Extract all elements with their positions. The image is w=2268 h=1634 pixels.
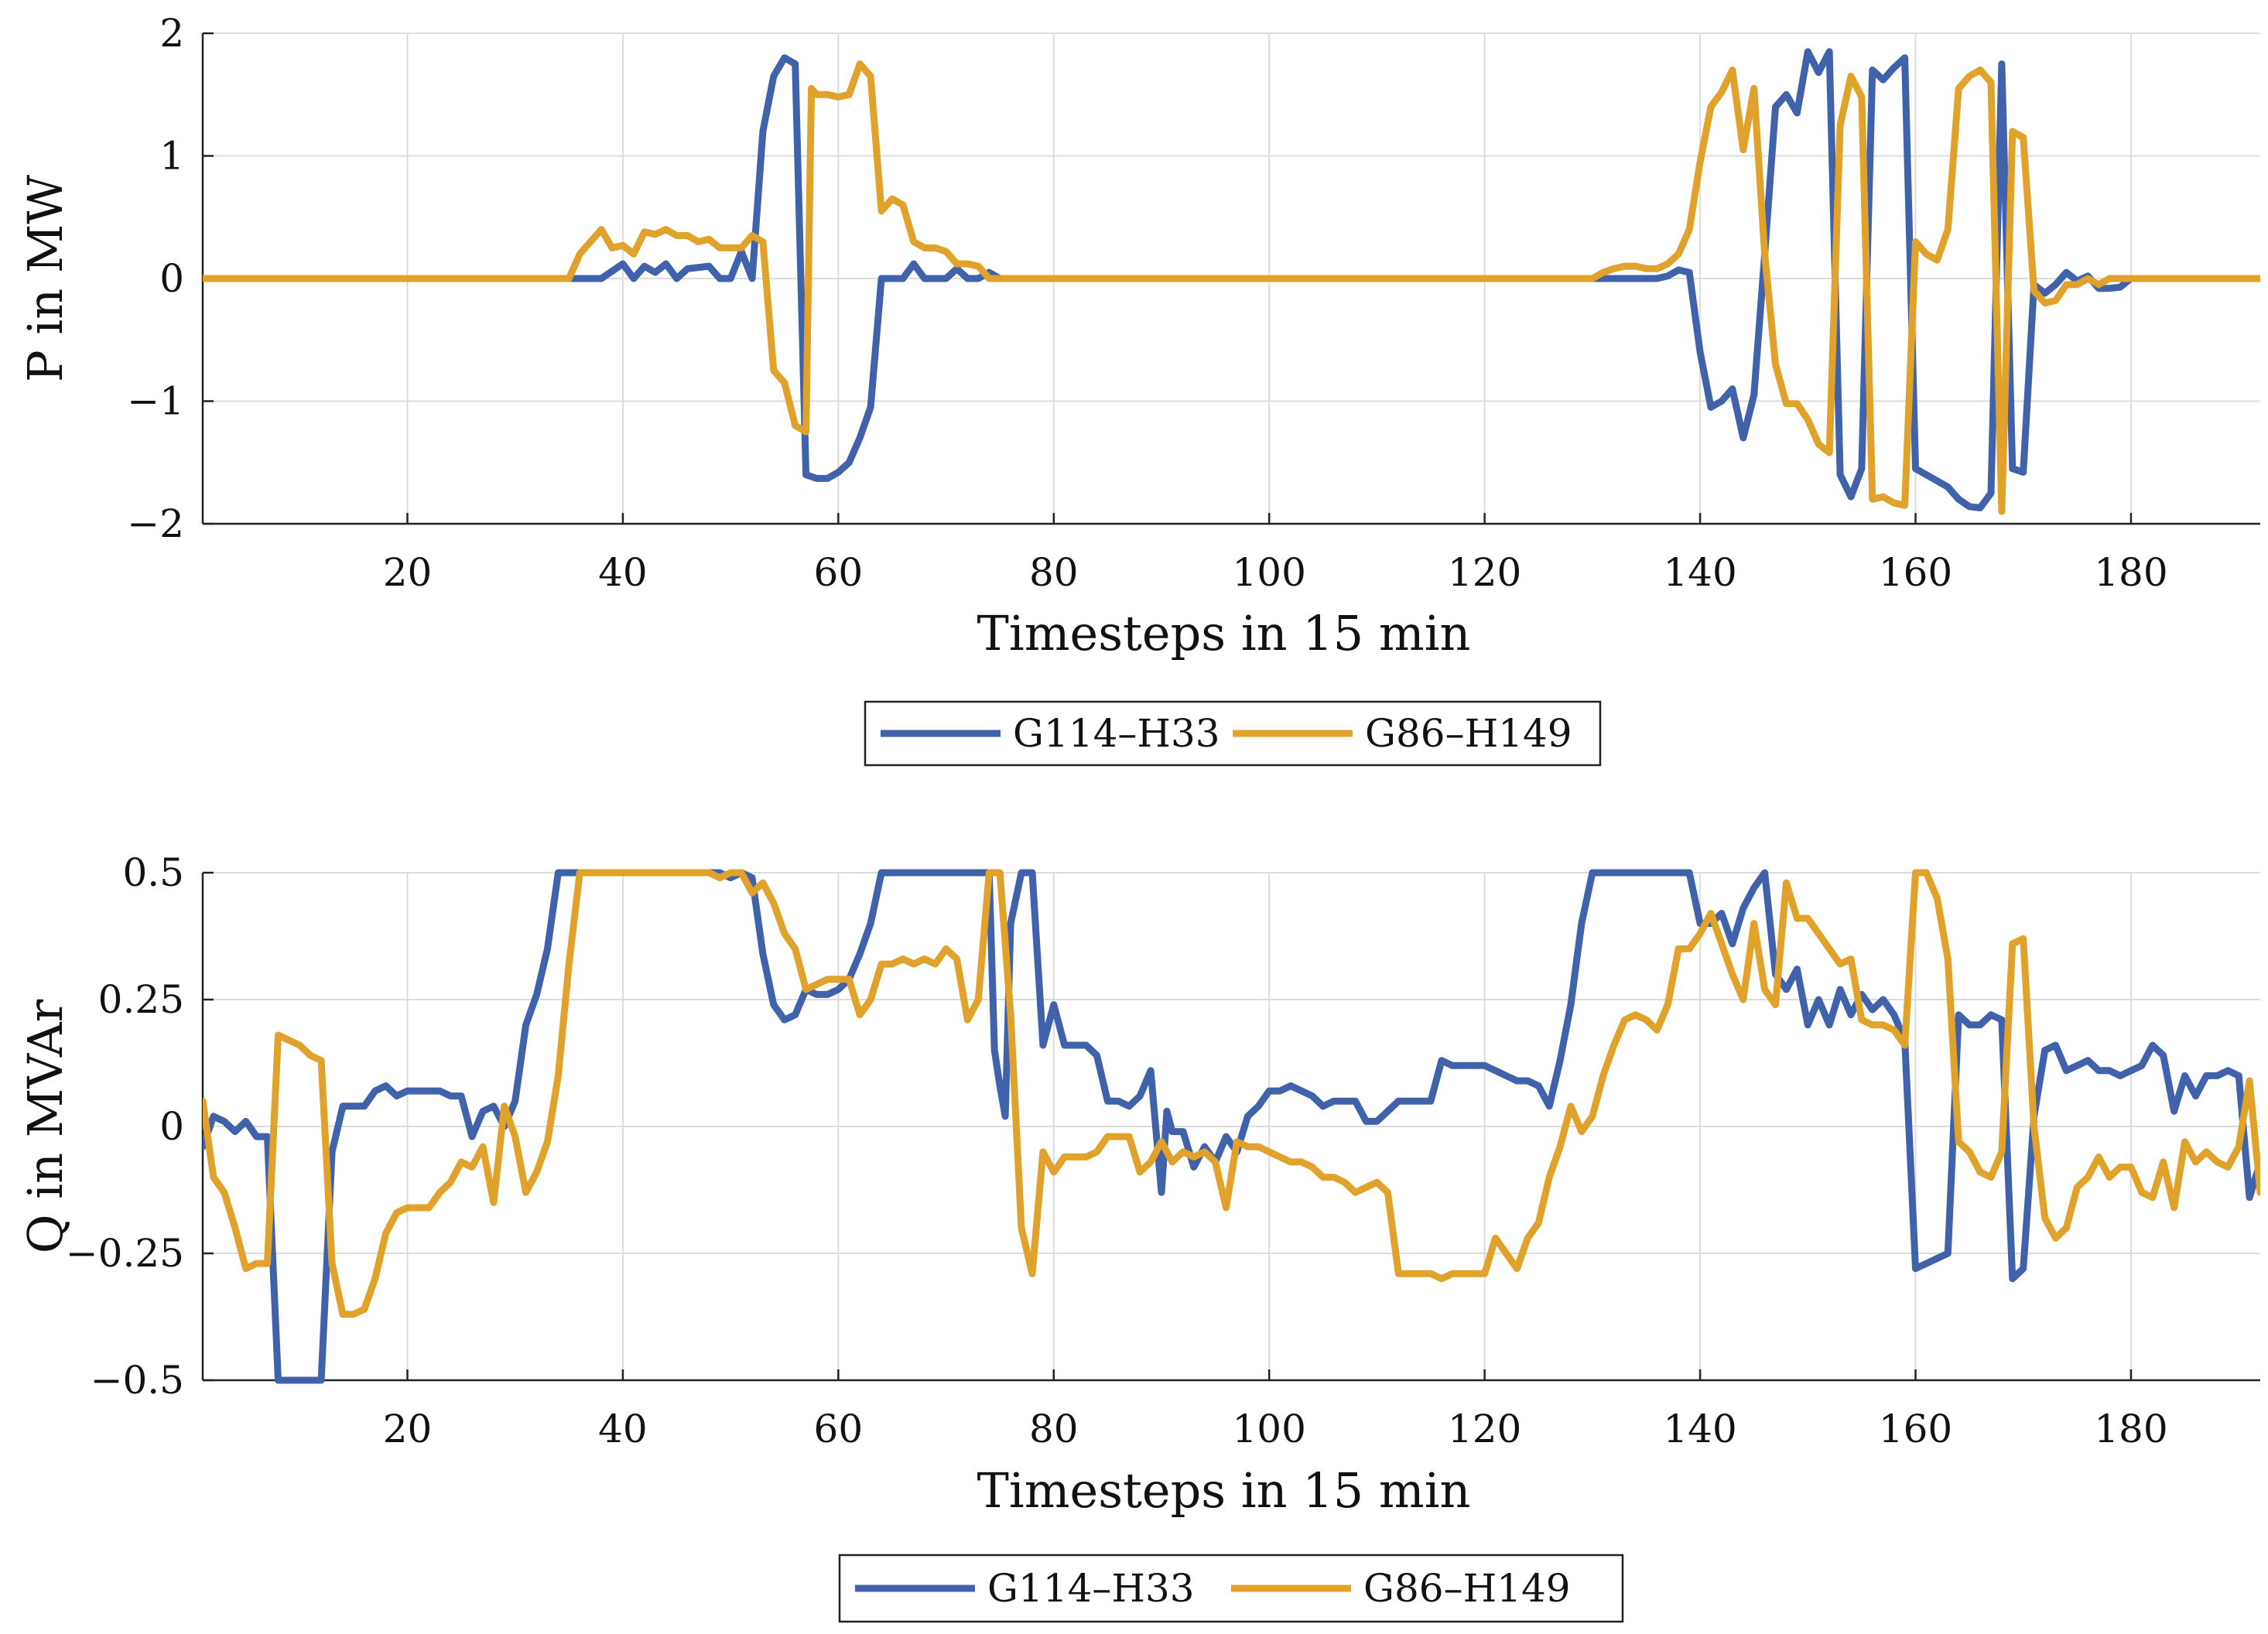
y-tick-label: −2: [127, 501, 184, 546]
x-tick-label: 40: [598, 1407, 648, 1451]
x-tick-label: 160: [1879, 550, 1952, 595]
x-tick-label: 40: [598, 550, 648, 595]
y-tick-label: 0.25: [98, 977, 184, 1022]
x-tick-label: 100: [1233, 550, 1306, 595]
x-axis-label: Timesteps in 15 min: [977, 605, 1471, 661]
legend-label: G86–H149: [1363, 1566, 1571, 1611]
legend: G114–H33 G86–H149: [864, 700, 1602, 767]
x-tick-label: 180: [2094, 550, 2167, 595]
y-tick-label: 2: [159, 11, 184, 56]
legend-label: G114–H33: [1013, 711, 1220, 756]
legend-label: G86–H149: [1365, 711, 1572, 756]
y-tick-label: 0.5: [122, 850, 184, 895]
x-tick-label: 120: [1448, 1407, 1521, 1451]
x-tick-label: 180: [2094, 1407, 2167, 1451]
y-tick-label: −1: [127, 379, 184, 424]
x-tick-label: 140: [1663, 550, 1736, 595]
chart-2: 20 40 60 80 100 120 140 160 180 −0.5 −0.25 0 0.25 0.5…: [17, 850, 2260, 1623]
y-tick-label: 0: [159, 1104, 184, 1149]
y-axis-label: P in MW: [17, 175, 74, 382]
x-tick-label: 80: [1029, 1407, 1079, 1451]
series-line-g114-h33: [203, 869, 2260, 1384]
y-axis-label: Q in MVAr: [17, 999, 74, 1253]
x-tick-label: 140: [1663, 1407, 1736, 1451]
x-tick-label: 120: [1448, 550, 1521, 595]
y-tick-label: −0.5: [91, 1358, 184, 1403]
x-tick-label: 20: [383, 1407, 433, 1451]
series-line-g86-h149: [203, 869, 2260, 1318]
x-tick-label: 160: [1879, 1407, 1952, 1451]
legend: G114–H33 G86–H149: [838, 1554, 1624, 1623]
x-tick-label: 100: [1233, 1407, 1306, 1451]
x-tick-label: 60: [814, 1407, 864, 1451]
x-axis-label: Timesteps in 15 min: [977, 1462, 1471, 1519]
y-tick-label: −0.25: [66, 1231, 184, 1276]
series-line-g114-h33: [203, 48, 2260, 511]
chart-1: 20 40 60 80 100 120 140 160 180 −2 −1 0 1 2 Timesteps …: [17, 11, 2260, 767]
series-line-g86-h149: [203, 60, 2260, 515]
x-tick-label: 20: [383, 550, 433, 595]
y-tick-label: 1: [159, 134, 184, 179]
x-tick-label: 80: [1029, 550, 1079, 595]
legend-label: G114–H33: [987, 1566, 1195, 1611]
x-tick-label: 60: [814, 550, 864, 595]
y-tick-label: 0: [159, 256, 184, 301]
